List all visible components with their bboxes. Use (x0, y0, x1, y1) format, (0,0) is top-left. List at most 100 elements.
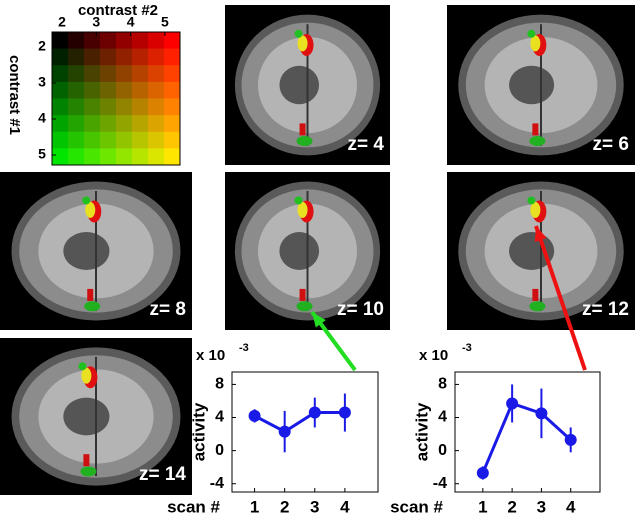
ventricle (509, 65, 555, 105)
legend-y-tick: 3 (38, 74, 46, 90)
point (308, 406, 321, 419)
legend-cell (84, 32, 101, 50)
legend-cell (100, 148, 117, 166)
legend-cell (52, 48, 69, 66)
legend-cell (164, 98, 181, 116)
point (338, 406, 351, 419)
legend-x-tick: 5 (161, 14, 169, 30)
blob-green (294, 196, 303, 205)
x-axis-label: scan # (167, 497, 220, 516)
y-tick-label: -4 (210, 475, 224, 492)
legend-cell (164, 81, 181, 99)
x-tick-label: 2 (507, 497, 516, 516)
blob-green (294, 29, 303, 38)
legend-cell (52, 98, 69, 116)
blob-green (529, 136, 546, 146)
point (564, 433, 577, 446)
blob-green (296, 136, 313, 146)
legend-cell (132, 131, 149, 149)
legend-cell (100, 48, 117, 66)
legend-cell (164, 32, 181, 50)
x-axis-label: scan # (390, 497, 443, 516)
legend-cell (52, 81, 69, 99)
y-axis-label: activity (189, 402, 208, 461)
line (253, 411, 345, 434)
blob-red (299, 123, 306, 136)
legend-cell (148, 98, 165, 116)
y-tick-label: 4 (438, 409, 447, 426)
axes-frame (231, 371, 379, 493)
legend-cell (84, 131, 101, 149)
x-tick-label: 3 (537, 497, 546, 516)
arrow (534, 225, 587, 371)
legend-cell (100, 131, 117, 149)
blob-green (80, 466, 97, 477)
legend-cell (52, 131, 69, 149)
legend-cell (116, 65, 133, 83)
x-tick-label: 1 (478, 497, 487, 516)
legend-cell (68, 98, 85, 116)
legend-cell (84, 148, 101, 166)
slice-label: z= 6 (593, 134, 629, 155)
blob-yellow (530, 35, 541, 52)
legend-frame (51, 31, 181, 166)
legend-cell (164, 131, 181, 149)
slice-label: z= 10 (337, 299, 384, 320)
arrow-head (312, 312, 326, 328)
blob-red (532, 288, 539, 301)
blob-red (83, 454, 90, 467)
point (476, 466, 489, 479)
legend-cell (132, 65, 149, 83)
x-tick-label: 1 (250, 497, 259, 516)
legend-cell (116, 148, 133, 166)
legend-cell (84, 81, 101, 99)
legend-x-tick: 3 (92, 14, 100, 30)
legend-cell (68, 48, 85, 66)
blob-yellow (297, 35, 308, 52)
legend-cell (116, 131, 133, 149)
exponent: -3 (462, 342, 472, 354)
blob-green (527, 29, 536, 38)
blob-red (532, 123, 539, 136)
legend-cell (84, 98, 101, 116)
blob-yellow (81, 367, 92, 384)
y-tick-label: 8 (438, 376, 447, 393)
legend-cell (100, 65, 117, 83)
blob-green (82, 196, 91, 205)
point (248, 409, 261, 422)
blob-green (529, 301, 546, 312)
exponent-base: x 10 (419, 347, 448, 364)
y-tick-label: 4 (215, 409, 224, 426)
legend-cell (116, 81, 133, 99)
y-axis-label: activity (412, 402, 431, 461)
blob-green (527, 196, 536, 205)
y-tick-label: 0 (215, 442, 224, 459)
legend-cell (148, 115, 165, 133)
legend-cell (52, 32, 69, 50)
legend-x-tick: 2 (58, 14, 66, 30)
legend-cell (164, 65, 181, 83)
legend-cell (100, 98, 117, 116)
x-tick-label: 4 (340, 497, 350, 516)
legend-cell (164, 115, 181, 133)
blob-yellow (530, 201, 541, 218)
legend-cell (132, 98, 149, 116)
ventricle (63, 232, 110, 270)
legend-y-tick: 5 (38, 146, 46, 162)
legend-cell (116, 32, 133, 50)
exponent: -3 (239, 342, 249, 354)
legend-cell (116, 98, 133, 116)
legend-cell (68, 81, 85, 99)
legend-cell (148, 65, 165, 83)
legend-cell (100, 32, 117, 50)
legend-cell (68, 148, 85, 166)
x-tick-label: 2 (280, 497, 289, 516)
slice-label: z= 12 (582, 299, 629, 320)
slice-label: z= 14 (139, 464, 186, 485)
legend-cell (84, 115, 101, 133)
legend-cell (148, 48, 165, 66)
legend-x-tick: 4 (127, 14, 135, 30)
legend-y-tick: 4 (38, 110, 46, 126)
y-tick-label: 8 (215, 376, 224, 393)
